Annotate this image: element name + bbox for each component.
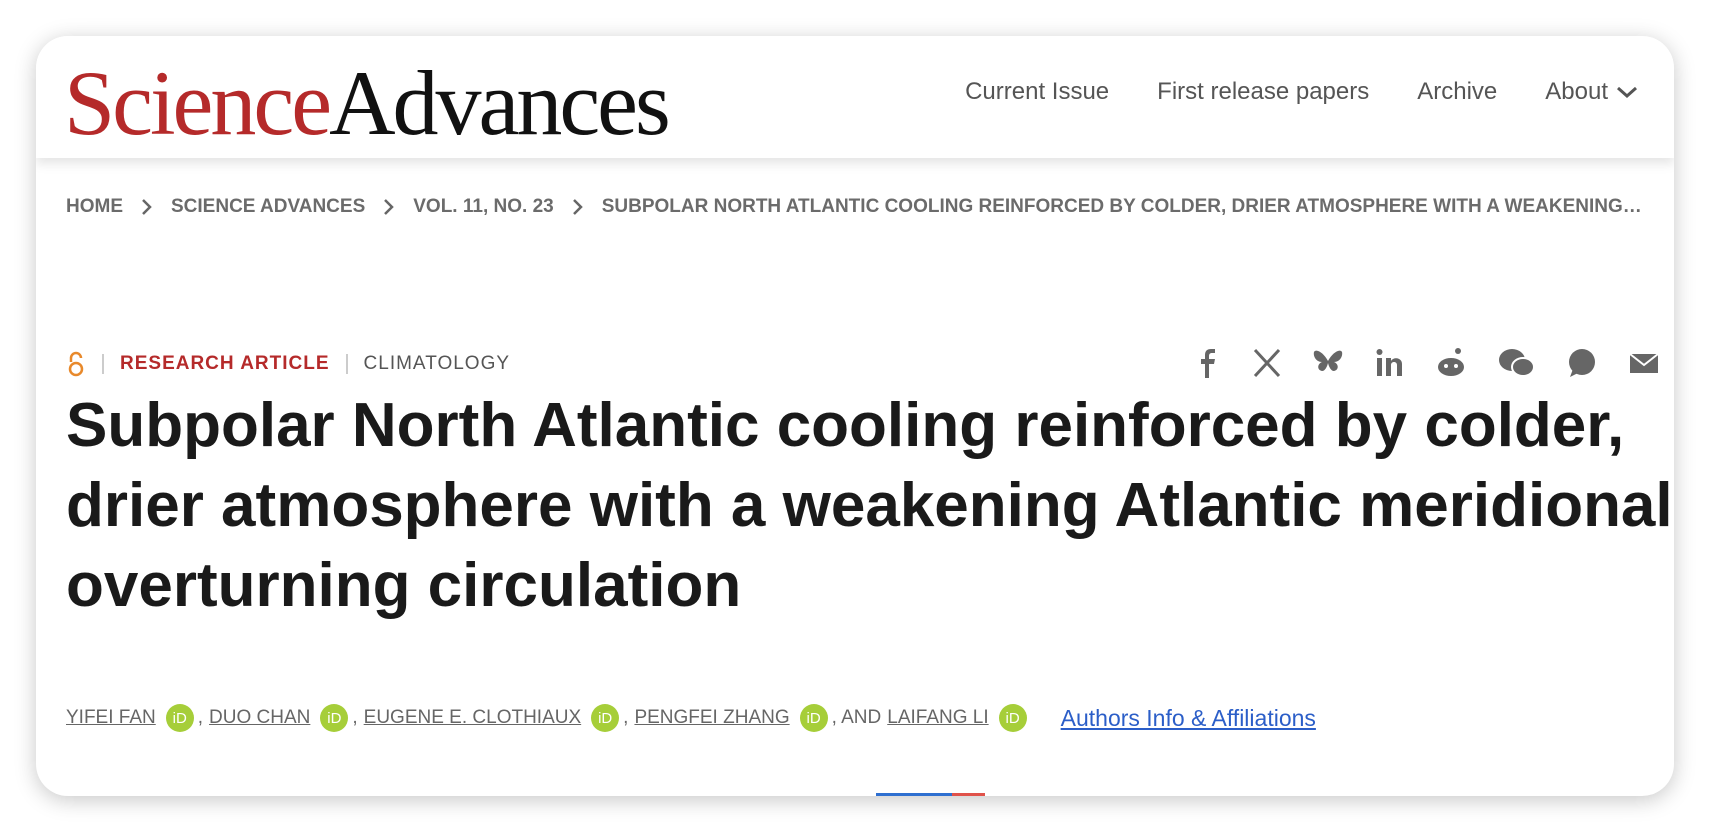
open-access-icon (68, 351, 84, 377)
share-x[interactable] (1252, 346, 1282, 380)
logo-science: Science (64, 52, 332, 154)
nav-item[interactable]: Archive (1417, 78, 1497, 106)
share-bluesky[interactable] (1312, 346, 1344, 380)
share-whatsapp[interactable] (1566, 346, 1598, 380)
nav-label: Current Issue (965, 78, 1110, 105)
orcid-icon[interactable]: iD (998, 704, 1027, 732)
chevron-right (384, 199, 395, 215)
share-wechat[interactable] (1498, 346, 1536, 380)
author-name[interactable]: EUGENE E. CLOTHIAUX (363, 707, 582, 728)
authors: YIFEI FAN iD, DUO CHAN iD, EUGENE E. CLOTHIA… (66, 704, 1316, 732)
date: 4 Jun 2025 (300, 794, 394, 796)
quartile: Q1 (952, 793, 986, 796)
nav-item[interactable]: Current Issue (965, 78, 1109, 106)
author-separator: , (352, 707, 358, 728)
impact-factor: IF: 12.5 (875, 793, 953, 796)
icon (383, 198, 395, 216)
title-line: Subpolar North Atlantic cooling reinforc… (66, 391, 1625, 460)
author-separator: , (623, 707, 629, 728)
nav-item[interactable]: About (1545, 78, 1638, 106)
divider (345, 354, 348, 374)
nav-label: First release papers (1157, 78, 1370, 105)
divider (102, 354, 104, 374)
author-name[interactable]: PENGFEI ZHANG (634, 707, 790, 728)
breadcrumb-item[interactable]: HOME (66, 196, 123, 217)
nav-item[interactable]: First release papers (1157, 78, 1369, 106)
icon (572, 198, 584, 216)
article-type[interactable]: RESEARCH ARTICLE (120, 353, 330, 374)
chevron-right (142, 199, 152, 215)
orcid-icon[interactable]: iD (165, 704, 194, 732)
share-linkedin[interactable] (1374, 346, 1404, 380)
breadcrumb: HOME SCIENCE ADVANCES VOL. 11, NO. 23 SUBPO… (66, 196, 1642, 218)
title-line: drier atmosphere with a weakening Atlant… (66, 471, 1673, 540)
journal: SCIENCE ADVANCES (66, 794, 260, 796)
nav-label: About (1545, 78, 1608, 105)
icon (141, 198, 153, 216)
article-subject[interactable]: CLIMATOLOGY (363, 353, 511, 374)
chevron-right (572, 199, 583, 215)
article-card: ScienceAdvances Current Issue First relea… (36, 36, 1674, 796)
author-separator: , AND (831, 707, 882, 728)
orcid-icon[interactable]: iD (799, 704, 828, 732)
title-line: overturning circulation (66, 551, 742, 620)
nav: Current Issue First release papers Archive… (965, 78, 1638, 106)
orcid-icon[interactable]: iD (320, 704, 349, 732)
icon (1616, 85, 1638, 99)
share-facebook[interactable] (1192, 346, 1222, 380)
article-title: Subpolar North Atlantic cooling reinforc… (66, 386, 1673, 626)
author-name[interactable]: DUO CHAN (209, 707, 311, 728)
share-icons (1192, 346, 1660, 380)
chevron-down (1617, 86, 1637, 99)
share-email[interactable] (1628, 346, 1660, 380)
article-meta: SCIENCE ADVANCES 4 Jun 2025 Vol 11, Issu… (66, 793, 986, 796)
nav-label: Archive (1417, 78, 1498, 105)
article-tags: RESEARCH ARTICLE CLIMATOLOGY (66, 351, 510, 377)
logo[interactable]: ScienceAdvances (64, 50, 671, 156)
doi[interactable]: DOI: 10.1126/sciadv.ads1624 (608, 794, 856, 796)
orcid-icon[interactable]: iD (591, 704, 620, 732)
author-separator: , (197, 707, 204, 728)
logo-advances: Advances (329, 52, 671, 154)
author-name[interactable]: LAIFANG LI (887, 707, 989, 728)
breadcrumb-item[interactable]: SUBPOLAR NORTH ATLANTIC COOLING REINFORC… (601, 196, 1642, 217)
share-reddit[interactable] (1434, 346, 1468, 380)
volume: Vol 11, Issue 23 (434, 794, 568, 796)
breadcrumb-item[interactable]: SCIENCE ADVANCES (171, 196, 366, 217)
breadcrumb-item[interactable]: VOL. 11, NO. 23 (413, 196, 554, 217)
site-header: ScienceAdvances Current Issue First relea… (36, 36, 1674, 158)
affiliations-link[interactable]: Authors Info & Affiliations (1060, 704, 1316, 731)
author-name[interactable]: YIFEI FAN (66, 707, 156, 728)
